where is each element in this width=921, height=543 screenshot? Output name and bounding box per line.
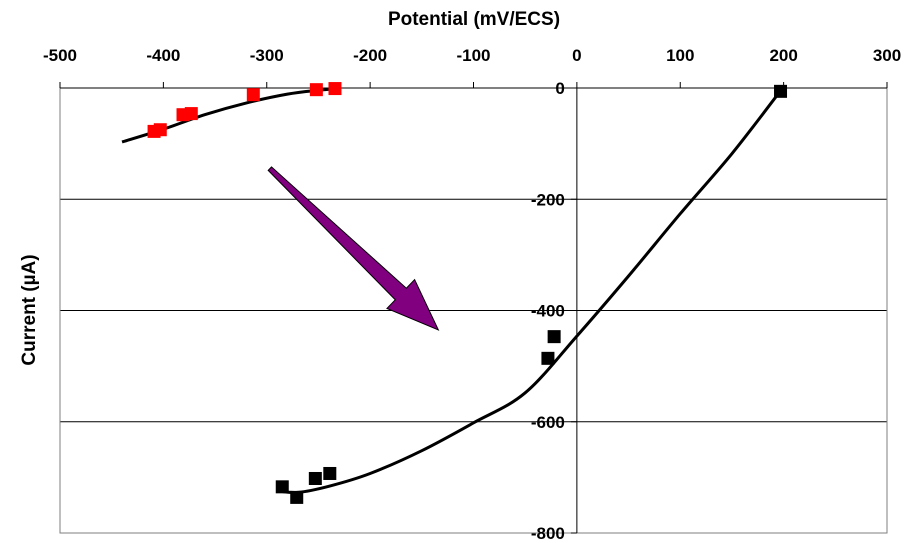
- point-s1-2: [308, 471, 322, 485]
- y-tick-label-0: 0: [555, 79, 564, 98]
- x-tick-label-5: 0: [572, 46, 581, 65]
- data-points: [147, 82, 788, 504]
- annotation-arrow: [267, 166, 440, 331]
- y-tick-label-2: -400: [531, 302, 565, 321]
- y-tick-label-1: -200: [531, 190, 565, 209]
- point-s0-6: [328, 82, 342, 96]
- point-s0-3: [184, 107, 198, 121]
- point-s0-5: [309, 83, 323, 97]
- x-tick-label-8: 300: [873, 46, 901, 65]
- x-tick-label-0: -500: [43, 46, 77, 65]
- x-tick-label-3: -200: [353, 46, 387, 65]
- x-tick-labels: -500 -400 -300 -200 -100 0 100 200 300: [43, 46, 901, 65]
- point-s1-4: [541, 351, 555, 365]
- x-tick-label-6: 100: [666, 46, 694, 65]
- y-axis-title: Current (µA): [19, 254, 40, 365]
- point-s1-6: [774, 84, 788, 98]
- x-tick-label-4: -100: [456, 46, 490, 65]
- axes: [59, 82, 888, 534]
- y-tick-label-4: -800: [531, 524, 565, 543]
- y-tick-labels: 0 -200 -400 -600 -800: [531, 79, 565, 543]
- point-s1-3: [323, 466, 337, 480]
- point-s1-5: [547, 330, 561, 344]
- point-s1-1: [290, 490, 304, 504]
- fit-curve-1: [276, 89, 782, 495]
- point-s0-1: [153, 123, 167, 137]
- x-axis-title: Potential (mV/ECS): [388, 9, 560, 30]
- y-tick-label-3: -600: [531, 413, 565, 432]
- x-tick-label-1: -400: [146, 46, 180, 65]
- x-tick-label-2: -300: [250, 46, 284, 65]
- x-tick-label-7: 200: [769, 46, 797, 65]
- point-s1-0: [275, 480, 289, 494]
- arrow-0: [267, 166, 440, 331]
- point-s0-4: [246, 88, 260, 102]
